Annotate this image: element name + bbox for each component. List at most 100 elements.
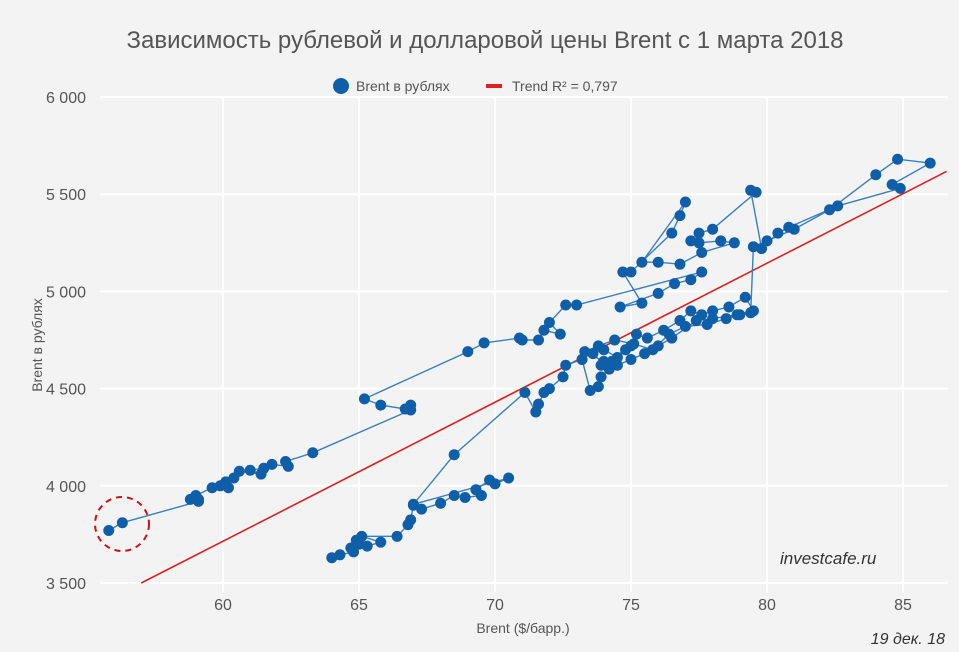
data-point — [696, 266, 708, 278]
data-point — [462, 346, 474, 358]
y-tick-labels: 3 500 4 000 4 500 5 000 5 500 6 000 — [46, 90, 86, 593]
data-point — [560, 359, 572, 371]
data-point — [617, 266, 629, 278]
data-point — [693, 227, 705, 239]
data-point — [513, 332, 525, 344]
data-point — [560, 299, 572, 311]
trend-line-group — [140, 170, 947, 584]
data-point — [557, 371, 569, 383]
data-point — [707, 223, 719, 235]
data-point — [448, 490, 460, 502]
y-tick-label: 3 500 — [46, 576, 86, 593]
series-brent-rub — [103, 153, 936, 564]
data-point — [222, 482, 234, 494]
date-label: 19 дек. 18 — [871, 631, 945, 648]
highlight-circle — [94, 496, 150, 552]
x-tick-label: 80 — [758, 597, 776, 614]
data-point — [391, 530, 403, 542]
data-point — [375, 399, 387, 411]
data-point — [375, 536, 387, 548]
legend: Brent в рублях Trend R² = 0,797 — [333, 78, 618, 94]
x-tick-label: 75 — [622, 597, 640, 614]
data-point — [674, 258, 686, 270]
legend-marker-trend — [486, 84, 502, 88]
data-point — [625, 266, 637, 278]
x-tick-label: 60 — [214, 597, 232, 614]
data-point — [407, 498, 419, 510]
x-tick-label: 65 — [350, 597, 368, 614]
data-point — [533, 334, 545, 346]
x-tick-labels: 60 65 70 75 80 85 — [214, 597, 912, 614]
data-point — [669, 278, 681, 290]
data-point — [282, 460, 294, 472]
data-point — [307, 447, 319, 459]
data-point — [543, 317, 555, 329]
data-point — [745, 307, 757, 319]
legend-label-trend: Trend R² = 0,797 — [512, 78, 618, 94]
data-point — [674, 210, 686, 222]
y-tick-label: 6 000 — [46, 90, 86, 107]
data-point — [519, 386, 531, 398]
data-point — [358, 393, 370, 405]
data-point — [116, 517, 128, 529]
data-point — [361, 540, 373, 552]
data-point — [750, 186, 762, 198]
y-tick-label: 4 000 — [46, 479, 86, 496]
data-point — [685, 305, 697, 317]
data-point — [103, 525, 115, 537]
data-point — [625, 353, 637, 365]
data-point — [647, 344, 659, 356]
data-point — [228, 472, 240, 484]
data-point — [636, 256, 648, 268]
data-point — [728, 237, 740, 249]
data-point — [244, 464, 256, 476]
x-tick-label: 85 — [894, 597, 912, 614]
data-point — [924, 157, 936, 169]
data-point — [405, 404, 417, 416]
data-point — [448, 449, 460, 461]
data-point — [696, 247, 708, 259]
data-point — [707, 305, 719, 317]
data-point — [206, 482, 218, 494]
data-point — [595, 371, 607, 383]
watermark: investcafe.ru — [780, 549, 877, 568]
data-point — [489, 478, 501, 490]
data-point — [584, 385, 596, 397]
data-point — [652, 256, 664, 268]
data-point — [538, 324, 550, 336]
data-point — [824, 204, 836, 216]
chart-title: Зависимость рублевой и долларовой цены B… — [126, 27, 843, 54]
data-point — [772, 227, 784, 239]
data-point — [756, 243, 768, 255]
data-point — [693, 237, 705, 249]
data-point — [690, 315, 702, 327]
data-point — [435, 497, 447, 509]
data-point — [639, 348, 651, 360]
data-point — [356, 530, 368, 542]
data-point — [666, 227, 678, 239]
data-point — [266, 458, 278, 470]
data-point — [503, 472, 515, 484]
y-tick-label: 5 500 — [46, 187, 86, 204]
data-point — [783, 221, 795, 233]
data-point — [405, 514, 417, 526]
data-point — [611, 359, 623, 371]
x-axis-title: Brent ($/барр.) — [476, 620, 569, 636]
data-point — [598, 355, 610, 367]
data-point — [543, 383, 555, 395]
data-point — [459, 491, 471, 503]
data-point — [652, 287, 664, 299]
legend-marker-brent-rub — [333, 78, 349, 94]
data-point — [334, 549, 346, 561]
data-point — [609, 334, 621, 346]
data-point — [715, 235, 727, 247]
data-point — [470, 484, 482, 496]
data-point — [663, 328, 675, 340]
data-point — [761, 235, 773, 247]
data-point — [193, 495, 205, 507]
data-point — [533, 398, 545, 410]
data-point — [554, 328, 566, 340]
data-point — [734, 309, 746, 321]
